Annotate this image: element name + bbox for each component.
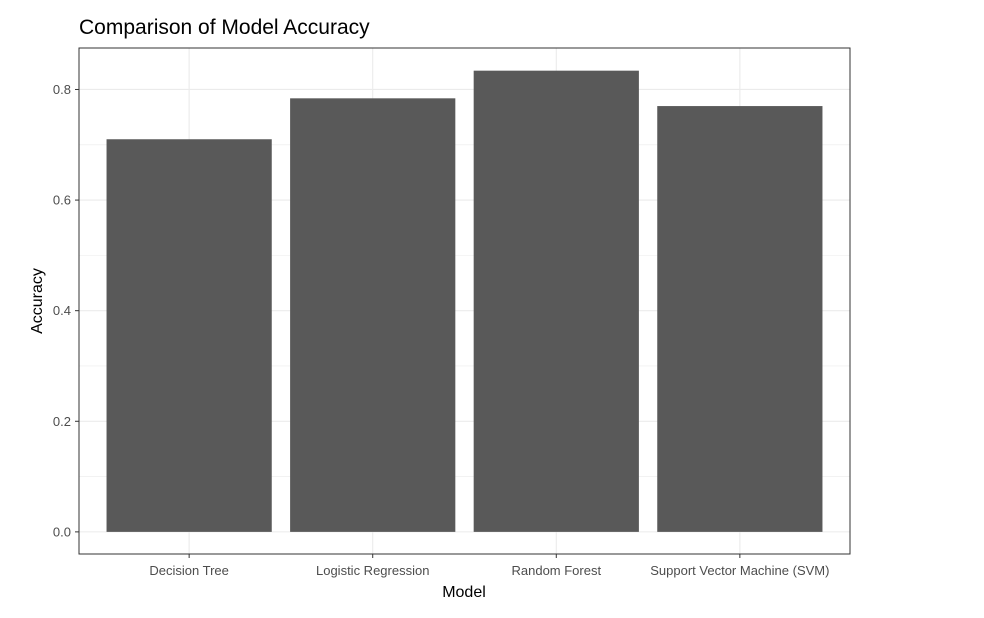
y-tick-label: 0.6 [53,193,71,208]
bar-decision-tree [106,139,272,532]
x-axis: Decision Tree Logistic Regression Random F… [149,554,829,578]
panel-border [78,47,851,555]
bar-logistic-regression [290,98,456,532]
y-tick-label: 0.2 [53,414,71,429]
y-axis: 0.0 0.2 0.4 0.6 0.8 [53,82,79,539]
y-tick-label: 0.4 [53,303,71,318]
y-axis-title: Accuracy [29,268,46,334]
x-tick-label: Random Forest [511,563,601,578]
y-tick-label: 0.0 [53,524,71,539]
x-axis-title: Model [442,584,486,601]
bar-support-vector-machine-svm [657,106,823,532]
x-tick-label: Support Vector Machine (SVM) [650,563,829,578]
x-tick-label: Logistic Regression [316,563,429,578]
chart-title: Comparison of Model Accuracy [79,16,370,39]
x-tick-label: Decision Tree [149,563,228,578]
bar-random-forest [473,70,639,532]
y-tick-label: 0.8 [53,82,71,97]
bars [106,70,823,532]
